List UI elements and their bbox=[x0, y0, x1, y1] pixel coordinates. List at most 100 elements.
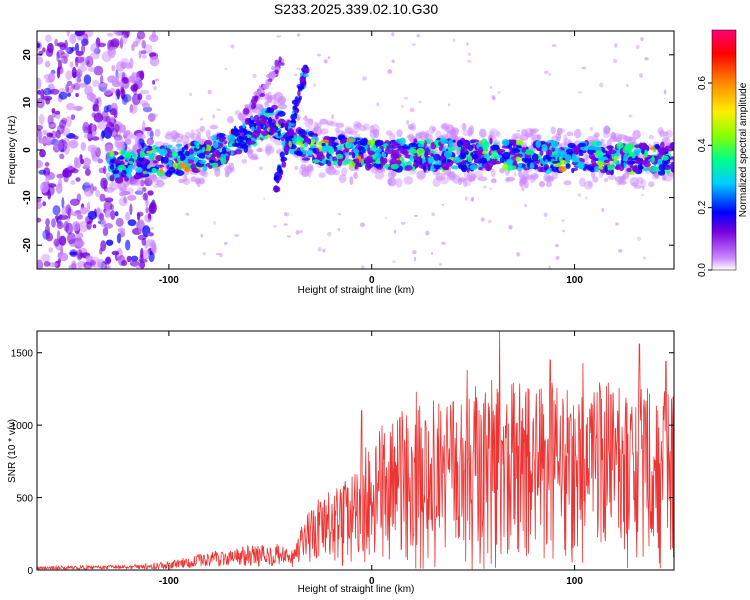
spectrogram-cell bbox=[61, 197, 65, 209]
spectrogram-cell bbox=[525, 148, 534, 155]
spectrogram-xtick-label: 0 bbox=[369, 275, 375, 286]
spectrogram-cell bbox=[100, 240, 107, 252]
spectrogram-cell bbox=[453, 38, 456, 42]
spectrogram-cell bbox=[632, 129, 641, 140]
spectrogram-cell bbox=[344, 155, 349, 160]
spectrogram-cell bbox=[212, 162, 219, 169]
spectrogram-cell bbox=[304, 118, 314, 129]
spectrogram-cell bbox=[440, 176, 449, 185]
spectrogram-cell bbox=[274, 140, 283, 146]
spectrogram-cell bbox=[45, 218, 50, 226]
spectrogram-cell bbox=[253, 114, 260, 123]
spectrogram-cell bbox=[221, 146, 227, 155]
spectrogram-cell bbox=[280, 156, 288, 162]
spectrogram-cell bbox=[111, 250, 120, 256]
spectrogram-cell bbox=[47, 42, 54, 54]
spectrogram-cell bbox=[580, 146, 589, 151]
spectrogram-cell bbox=[301, 68, 309, 72]
spectrogram-cell bbox=[123, 130, 131, 137]
spectrogram-cell bbox=[227, 116, 235, 124]
spectrogram-cell bbox=[151, 167, 157, 174]
spectrogram-cell bbox=[460, 148, 467, 153]
spectrogram-cell bbox=[42, 129, 48, 135]
spectrogram-cell bbox=[126, 255, 132, 263]
spectrogram-cell bbox=[597, 155, 605, 162]
spectrogram-cell bbox=[303, 142, 309, 147]
spectrogram-cell bbox=[376, 102, 380, 107]
spectrogram-cell bbox=[216, 133, 226, 138]
spectrogram-cell bbox=[139, 70, 145, 80]
spectrogram-cell bbox=[321, 142, 326, 147]
spectrogram-cell bbox=[199, 159, 207, 164]
spectrogram-cell bbox=[634, 144, 642, 149]
spectrogram-cell bbox=[211, 134, 217, 142]
spectrogram-cell bbox=[414, 256, 417, 261]
spectrogram-cell bbox=[160, 156, 164, 162]
spectrogram-cell bbox=[205, 129, 211, 139]
spectrogram-cell bbox=[654, 143, 660, 149]
spectrogram-xtick-label: 100 bbox=[566, 275, 583, 286]
spectrogram-cell bbox=[362, 76, 367, 81]
spectrogram-cell bbox=[242, 108, 250, 115]
spectrogram-cell bbox=[59, 119, 67, 129]
spectrogram-cell bbox=[505, 176, 515, 182]
spectrogram-cell bbox=[43, 261, 51, 267]
spectrogram-cell bbox=[551, 140, 559, 149]
spectrogram-cell bbox=[131, 93, 141, 106]
spectrogram-cell bbox=[197, 131, 202, 139]
spectrogram-cell bbox=[83, 181, 91, 186]
spectrogram-cell bbox=[633, 184, 642, 189]
spectrogram-cell bbox=[521, 157, 529, 162]
spectrogram-cell bbox=[490, 130, 495, 138]
spectrogram-cell bbox=[144, 177, 153, 187]
spectrogram-cell bbox=[156, 179, 164, 188]
spectrogram-cell bbox=[366, 155, 373, 162]
spectrogram-cell bbox=[224, 171, 230, 178]
spectrogram-cell bbox=[75, 31, 86, 36]
spectrogram-cell bbox=[78, 221, 89, 233]
spectrogram-cell bbox=[643, 149, 649, 158]
spectrogram-cell bbox=[234, 149, 243, 155]
spectrogram-cell bbox=[307, 169, 312, 178]
spectrogram-cell bbox=[637, 163, 643, 171]
spectrogram-cell bbox=[142, 106, 153, 113]
spectrogram-cell bbox=[158, 148, 168, 156]
spectrogram-cell bbox=[139, 89, 150, 95]
spectrogram-cell bbox=[452, 139, 456, 143]
spectrogram-cell bbox=[390, 169, 397, 177]
spectrogram-cell bbox=[400, 221, 406, 225]
spectrogram-cell bbox=[269, 126, 277, 134]
spectrogram-cell bbox=[105, 239, 114, 246]
spectrogram-cell bbox=[132, 83, 139, 92]
spectrogram-cell bbox=[141, 102, 150, 108]
spectrogram-cell bbox=[84, 85, 93, 96]
spectrogram-cell bbox=[58, 91, 68, 100]
spectrogram-cell bbox=[38, 138, 48, 144]
spectrogram-cell bbox=[78, 82, 88, 88]
spectrogram-cell bbox=[69, 198, 80, 206]
spectrogram-cell bbox=[409, 155, 414, 161]
spectrogram-cell bbox=[407, 123, 415, 130]
spectrogram-cell bbox=[170, 136, 177, 143]
spectrogram-cell bbox=[633, 148, 641, 156]
spectrogram-cell bbox=[87, 67, 96, 72]
spectrogram-cell bbox=[299, 230, 303, 233]
spectrogram-cell bbox=[359, 125, 367, 132]
spectrogram-cell bbox=[583, 151, 589, 161]
spectrogram-cell bbox=[515, 141, 524, 146]
spectrogram-cell bbox=[125, 62, 132, 69]
spectrogram-cell bbox=[70, 114, 76, 120]
spectrogram-cell bbox=[293, 73, 298, 77]
spectrogram-cell bbox=[275, 113, 279, 120]
spectrogram-cell bbox=[346, 142, 354, 148]
spectrogram-cell bbox=[145, 94, 152, 101]
spectrogram-cell bbox=[171, 151, 178, 158]
spectrogram-cell bbox=[444, 171, 453, 176]
spectrogram-cell bbox=[102, 115, 107, 123]
spectrogram-cell bbox=[425, 133, 433, 141]
spectrogram-cell bbox=[501, 145, 508, 149]
spectrogram-cell bbox=[483, 185, 487, 189]
spectrogram-cell bbox=[387, 69, 393, 75]
spectrogram-cell bbox=[93, 112, 104, 123]
